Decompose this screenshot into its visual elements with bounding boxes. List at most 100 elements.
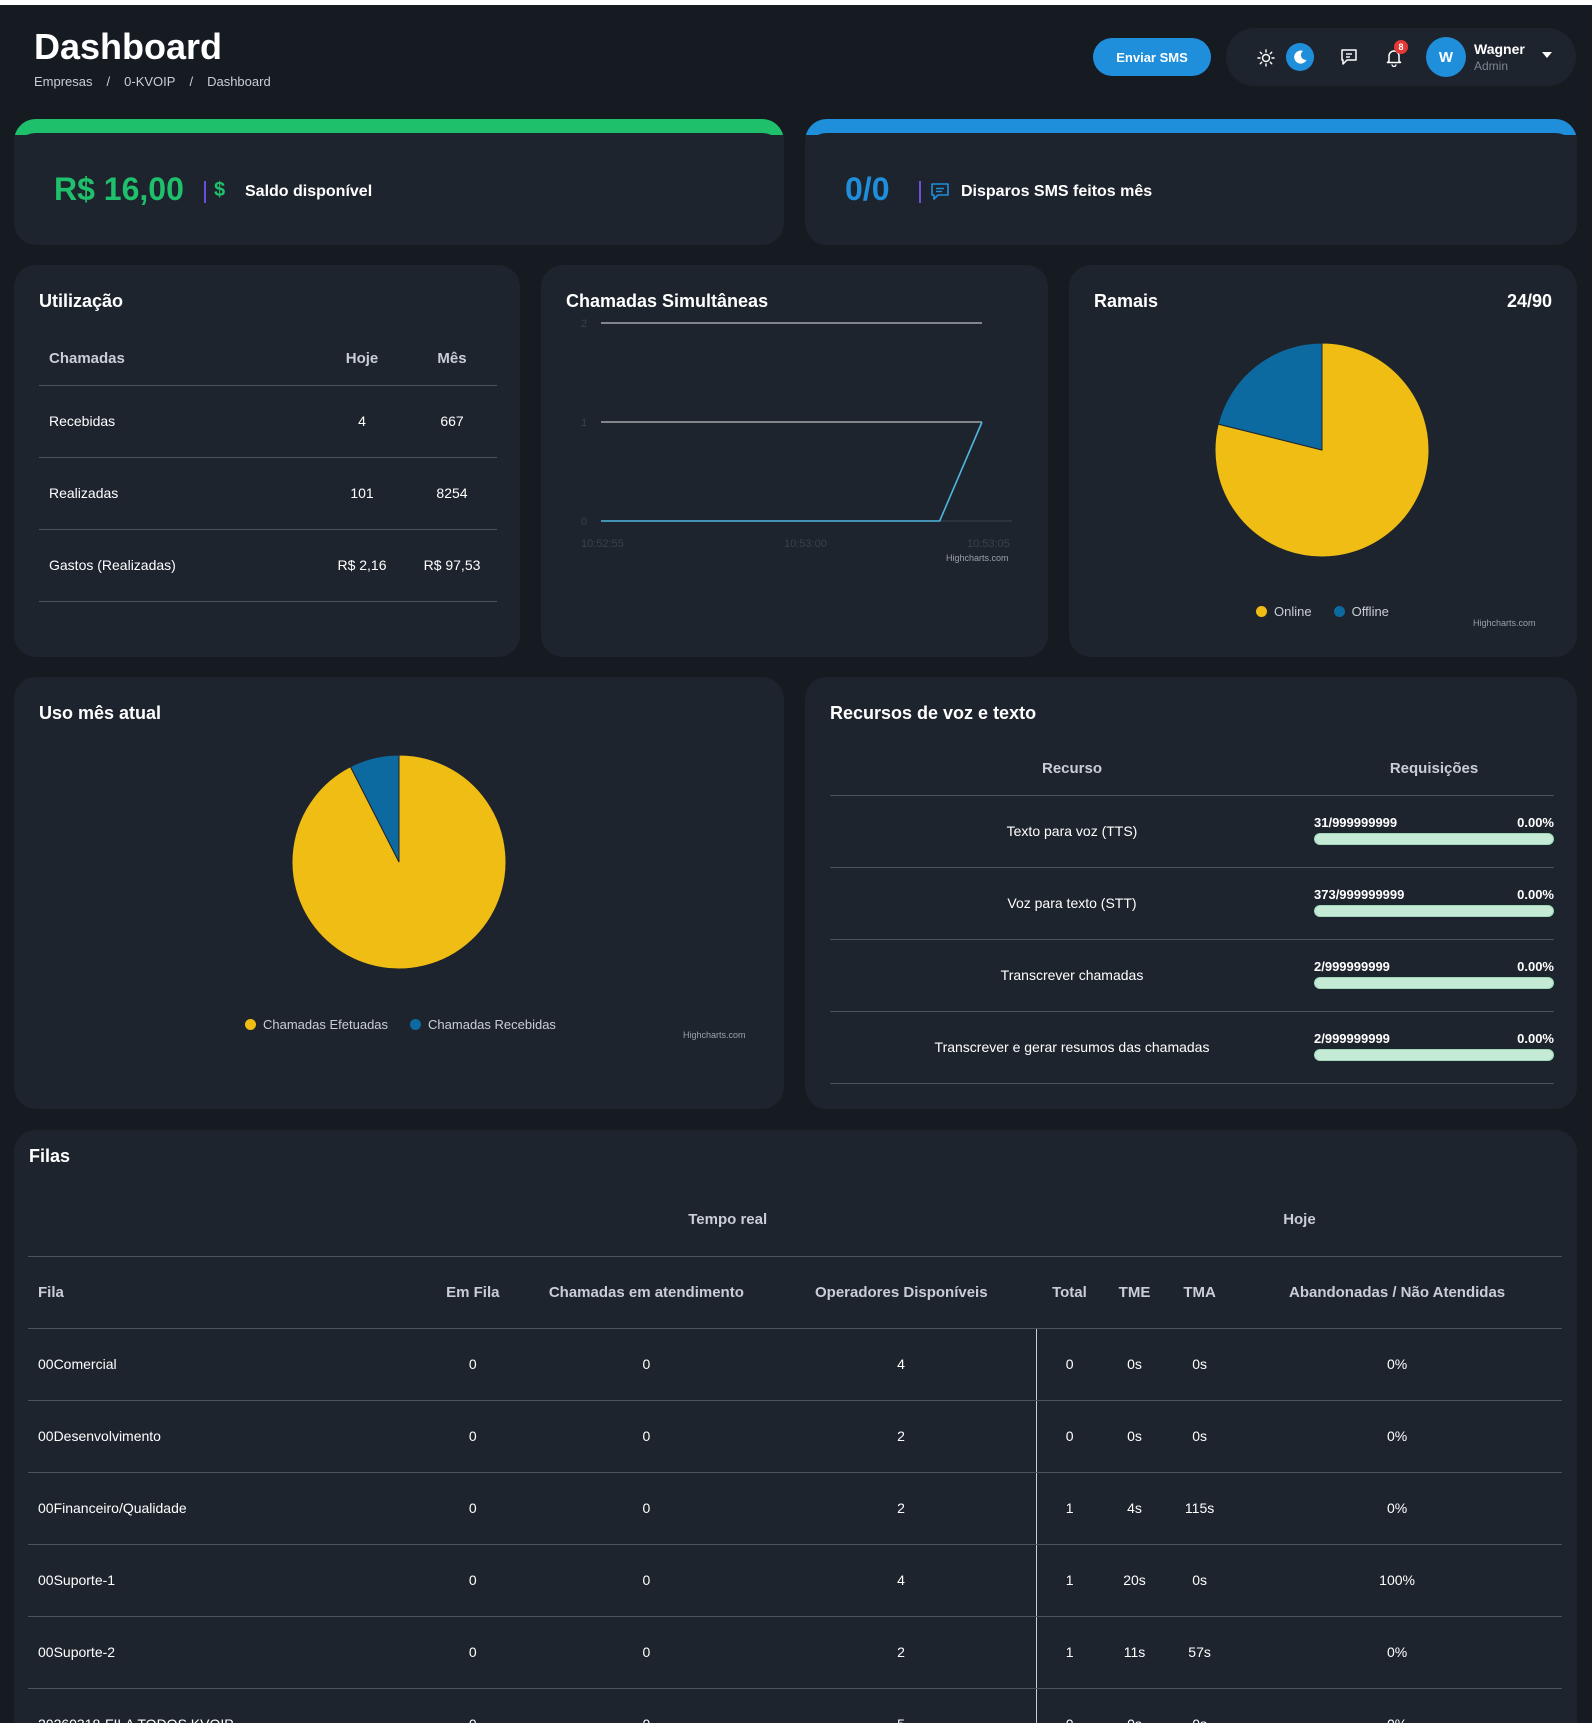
col-header: TME bbox=[1101, 1256, 1168, 1329]
legend-dot bbox=[410, 1019, 422, 1030]
requests-fraction: 373/999999999 bbox=[1314, 887, 1405, 902]
series-line bbox=[601, 421, 983, 522]
y-tick-label: 0 bbox=[581, 516, 587, 528]
col-header: Chamadas em atendimento bbox=[527, 1256, 766, 1329]
queue-cell: 11s bbox=[1101, 1616, 1168, 1689]
queue-cell: 0 bbox=[418, 1328, 528, 1401]
legend-dot bbox=[1256, 606, 1267, 617]
row-month: R$ 97,53 bbox=[407, 529, 497, 602]
monthly-legend: Chamadas Efetuadas Chamadas Recebidas bbox=[245, 1017, 578, 1032]
queue-cell: 0 bbox=[527, 1472, 766, 1545]
progress-track bbox=[1314, 833, 1554, 845]
queue-name: 20260318-FILA TODOS KVOIP bbox=[28, 1688, 419, 1723]
queue-cell: 0s bbox=[1167, 1544, 1233, 1617]
queue-cell: 0 bbox=[418, 1400, 528, 1473]
queues-title: Filas bbox=[29, 1146, 71, 1166]
pie-slice-chamadas-efetuadas[interactable] bbox=[291, 754, 507, 970]
resource-requests: 2/999999999 0.00% bbox=[1314, 1011, 1554, 1084]
row-label: Recebidas bbox=[39, 385, 317, 458]
requests-percent: 0.00% bbox=[1517, 1031, 1554, 1046]
queue-row: 00Desenvolvimento 0 0 2 0 0s 0s 0% bbox=[28, 1400, 1562, 1473]
chart-credits[interactable]: Highcharts.com bbox=[946, 553, 1009, 563]
voice-text-resources-card: Recursos de voz e texto Recurso Requisiç… bbox=[805, 677, 1577, 1109]
queue-cell: 0 bbox=[418, 1472, 528, 1545]
queue-cell: 1 bbox=[1036, 1472, 1102, 1545]
monthly-title: Uso mês atual bbox=[39, 703, 162, 723]
resource-name: Texto para voz (TTS) bbox=[830, 795, 1314, 868]
send-sms-button[interactable]: Enviar SMS bbox=[1093, 38, 1211, 76]
queue-cell: 1 bbox=[1036, 1544, 1102, 1617]
queue-cell: 0 bbox=[418, 1544, 528, 1617]
pie-slice-chamadas-recebidas[interactable] bbox=[349, 754, 400, 863]
row-today: 4 bbox=[317, 385, 407, 458]
col-header-requests: Requisições bbox=[1314, 743, 1554, 796]
col-header-today: Hoje bbox=[317, 333, 407, 386]
sms-card: 0/0 Disparos SMS feitos mês bbox=[805, 119, 1577, 245]
resource-row: Transcrever e gerar resumos das chamadas… bbox=[830, 1011, 1554, 1084]
legend-label: Online bbox=[1274, 604, 1312, 619]
simultaneous-calls-card: Chamadas Simultâneas 0 1 2 10:52:55 10:53:00… bbox=[541, 265, 1048, 657]
chart-credits[interactable]: Highcharts.com bbox=[683, 1030, 746, 1040]
queue-cell: 0 bbox=[527, 1544, 766, 1617]
col-header-resource: Recurso bbox=[830, 743, 1314, 796]
user-name[interactable]: Wagner bbox=[1474, 41, 1525, 57]
col-header: Abandonadas / Não Atendidas bbox=[1232, 1256, 1562, 1329]
group-spacer bbox=[28, 1184, 419, 1257]
legend-label: Chamadas Recebidas bbox=[428, 1017, 556, 1032]
breadcrumb-empresas[interactable]: Empresas bbox=[34, 74, 93, 89]
queue-cell: 0s bbox=[1167, 1400, 1233, 1473]
queue-cell: 0s bbox=[1167, 1688, 1233, 1723]
queue-cell: 0 bbox=[1036, 1400, 1102, 1473]
x-tick-label: 10:53:00 bbox=[784, 538, 827, 550]
breadcrumb: Empresas / 0-KVOIP / Dashboard bbox=[34, 74, 271, 89]
legend-label: Chamadas Efetuadas bbox=[263, 1017, 389, 1032]
col-header: TMA bbox=[1167, 1256, 1233, 1329]
queue-cell: 20s bbox=[1101, 1544, 1168, 1617]
queue-name: 00Desenvolvimento bbox=[28, 1400, 419, 1473]
progress-track bbox=[1314, 1049, 1554, 1061]
row-label: Realizadas bbox=[39, 457, 317, 530]
extensions-count: 24/90 bbox=[1506, 291, 1552, 311]
queue-cell: 2 bbox=[765, 1400, 1037, 1473]
pie-slice-online[interactable] bbox=[1214, 342, 1430, 558]
row-today: 101 bbox=[317, 457, 407, 530]
chart-credits[interactable]: Highcharts.com bbox=[1473, 618, 1536, 628]
col-header-calls: Chamadas bbox=[39, 333, 317, 386]
resource-name: Voz para texto (STT) bbox=[830, 867, 1314, 940]
requests-fraction: 31/999999999 bbox=[1314, 815, 1398, 830]
balance-value: R$ 16,00 bbox=[54, 171, 184, 207]
avatar[interactable]: W bbox=[1426, 37, 1466, 77]
divider bbox=[919, 181, 921, 203]
resource-name: Transcrever chamadas bbox=[830, 939, 1314, 1012]
queue-cell: 1 bbox=[1036, 1616, 1102, 1689]
queues-table: Tempo real Hoje Fila Em Fila Chamadas em a… bbox=[28, 1184, 1562, 1723]
breadcrumb-company[interactable]: 0-KVOIP bbox=[124, 74, 176, 89]
queue-cell: 0% bbox=[1232, 1400, 1562, 1473]
queue-cell: 0s bbox=[1101, 1400, 1168, 1473]
legend-item-online[interactable]: Online bbox=[1256, 604, 1312, 619]
moon-icon[interactable] bbox=[1286, 43, 1314, 71]
group-header-today: Hoje bbox=[1036, 1184, 1562, 1257]
breadcrumb-current: Dashboard bbox=[207, 74, 271, 89]
row-month: 8254 bbox=[407, 457, 497, 530]
y-tick-label: 1 bbox=[581, 417, 587, 429]
card-cap bbox=[14, 133, 784, 157]
legend-item-outgoing[interactable]: Chamadas Efetuadas bbox=[245, 1017, 388, 1032]
x-tick-label: 10:52:55 bbox=[581, 538, 624, 550]
queue-cell: 57s bbox=[1167, 1616, 1233, 1689]
sun-icon[interactable] bbox=[1256, 48, 1276, 68]
table-row: Gastos (Realizadas) R$ 2,16 R$ 97,53 bbox=[39, 529, 497, 602]
chevron-down-icon[interactable] bbox=[1542, 52, 1552, 58]
queue-row: 00Suporte-1 0 0 4 1 20s 0s 100% bbox=[28, 1544, 1562, 1617]
queue-cell: 0 bbox=[527, 1616, 766, 1689]
balance-card-accent bbox=[14, 119, 784, 135]
usage-title: Utilização bbox=[39, 291, 124, 311]
chat-icon[interactable] bbox=[1338, 46, 1360, 68]
sms-label: Disparos SMS feitos mês bbox=[961, 183, 1153, 200]
legend-item-offline[interactable]: Offline bbox=[1333, 604, 1389, 619]
progress-track bbox=[1314, 905, 1554, 917]
legend-item-incoming[interactable]: Chamadas Recebidas bbox=[410, 1017, 556, 1032]
pie-slice-offline[interactable] bbox=[1217, 342, 1323, 451]
breadcrumb-separator: / bbox=[189, 74, 194, 89]
queue-row: 00Financeiro/Qualidade 0 0 2 1 4s 115s 0% bbox=[28, 1472, 1562, 1545]
